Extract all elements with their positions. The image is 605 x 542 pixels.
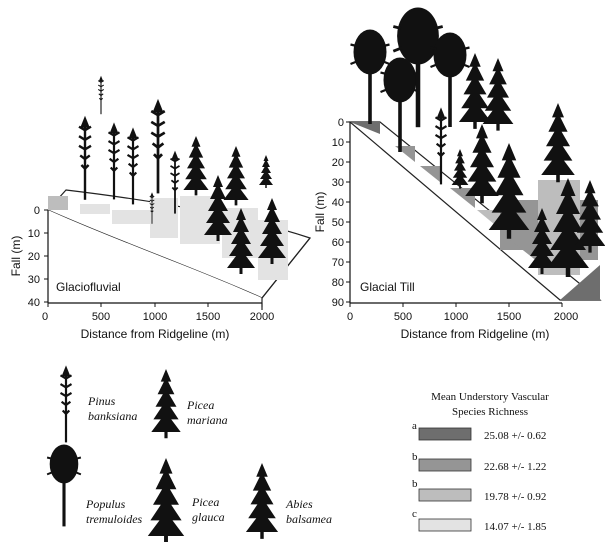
richness-legend: Mean Understory Vascular Species Richnes… (412, 391, 549, 533)
left-y-title: Fall (m) (9, 236, 23, 277)
right-xtick-0: 0 (347, 311, 353, 323)
left-panel-label: Glaciofluvial (56, 280, 121, 294)
left-xtick-1500: 1500 (196, 311, 220, 323)
picea-mariana-icon (151, 369, 181, 439)
richness-title-line2: Species Richness (452, 406, 528, 418)
richness-swatch-3 (418, 518, 472, 532)
species-abies-genus: Abies (285, 497, 313, 511)
right-ytick-30: 30 (332, 177, 344, 189)
right-xtick-500: 500 (394, 311, 412, 323)
richness-group-0: a (412, 420, 417, 432)
picea-glauca-icon (147, 458, 185, 542)
left-axes: 0 10 20 30 40 0 500 1000 1500 2000 Dista… (9, 205, 274, 341)
species-picea-glauca-genus: Picea (191, 495, 219, 509)
right-ytick-90: 90 (332, 297, 344, 309)
species-picea-mariana-genus: Picea (186, 398, 214, 412)
richness-value-1: 22.68 +/- 1.22 (484, 461, 546, 473)
left-xtick-1000: 1000 (143, 311, 167, 323)
right-y-title: Fall (m) (313, 192, 327, 233)
left-ytick-20: 20 (28, 251, 40, 263)
species-legend: Pinus banksiana Picea mariana Populus tr… (46, 364, 332, 542)
right-ytick-60: 60 (332, 237, 344, 249)
right-xtick-1500: 1500 (497, 311, 521, 323)
right-ytick-10: 10 (332, 137, 344, 149)
richness-swatch-2 (418, 488, 472, 502)
species-picea-glauca-epithet: glauca (192, 510, 225, 524)
pinus-icon (59, 364, 73, 444)
populus-icon (46, 443, 82, 528)
species-populus-genus: Populus (85, 497, 126, 511)
species-pinus-genus: Pinus (87, 394, 116, 408)
richness-group-3: c (412, 508, 417, 520)
left-ytick-30: 30 (28, 274, 40, 286)
left-xtick-500: 500 (92, 311, 110, 323)
richness-title-line1: Mean Understory Vascular (431, 391, 549, 403)
left-xtick-0: 0 (42, 311, 48, 323)
right-x-title: Distance from Ridgeline (m) (401, 327, 550, 341)
right-ytick-40: 40 (332, 197, 344, 209)
left-xtick-2000: 2000 (250, 311, 274, 323)
richness-value-0: 25.08 +/- 0.62 (484, 430, 546, 442)
right-ytick-80: 80 (332, 277, 344, 289)
species-pinus-epithet: banksiana (88, 409, 137, 423)
right-panel: 0 10 20 30 40 50 60 70 80 90 0 500 1000 … (313, 6, 605, 341)
richness-value-2: 19.78 +/- 0.92 (484, 491, 546, 503)
richness-swatch-1 (418, 458, 472, 472)
richness-group-2: b (412, 478, 418, 490)
right-xtick-1000: 1000 (444, 311, 468, 323)
richness-value-3: 14.07 +/- 1.85 (484, 521, 547, 533)
right-panel-label: Glacial Till (360, 280, 415, 294)
right-ytick-20: 20 (332, 157, 344, 169)
left-ytick-40: 40 (28, 297, 40, 309)
left-ytick-0: 0 (34, 205, 40, 217)
species-populus-epithet: tremuloides (86, 512, 143, 526)
left-panel: 0 10 20 30 40 0 500 1000 1500 2000 Dista… (9, 75, 312, 341)
right-ytick-0: 0 (338, 117, 344, 129)
richness-swatch-0 (418, 427, 472, 441)
richness-group-1: b (412, 451, 418, 463)
left-front-face (48, 210, 262, 302)
species-abies-epithet: balsamea (286, 512, 332, 526)
right-axes: 0 10 20 30 40 50 60 70 80 90 0 500 1000 … (313, 117, 578, 341)
abies-icon (245, 463, 279, 539)
species-picea-mariana-epithet: mariana (187, 413, 228, 427)
left-ytick-10: 10 (28, 228, 40, 240)
right-ytick-50: 50 (332, 217, 344, 229)
right-ytick-70: 70 (332, 257, 344, 269)
left-x-title: Distance from Ridgeline (m) (81, 327, 230, 341)
right-xtick-2000: 2000 (554, 311, 578, 323)
